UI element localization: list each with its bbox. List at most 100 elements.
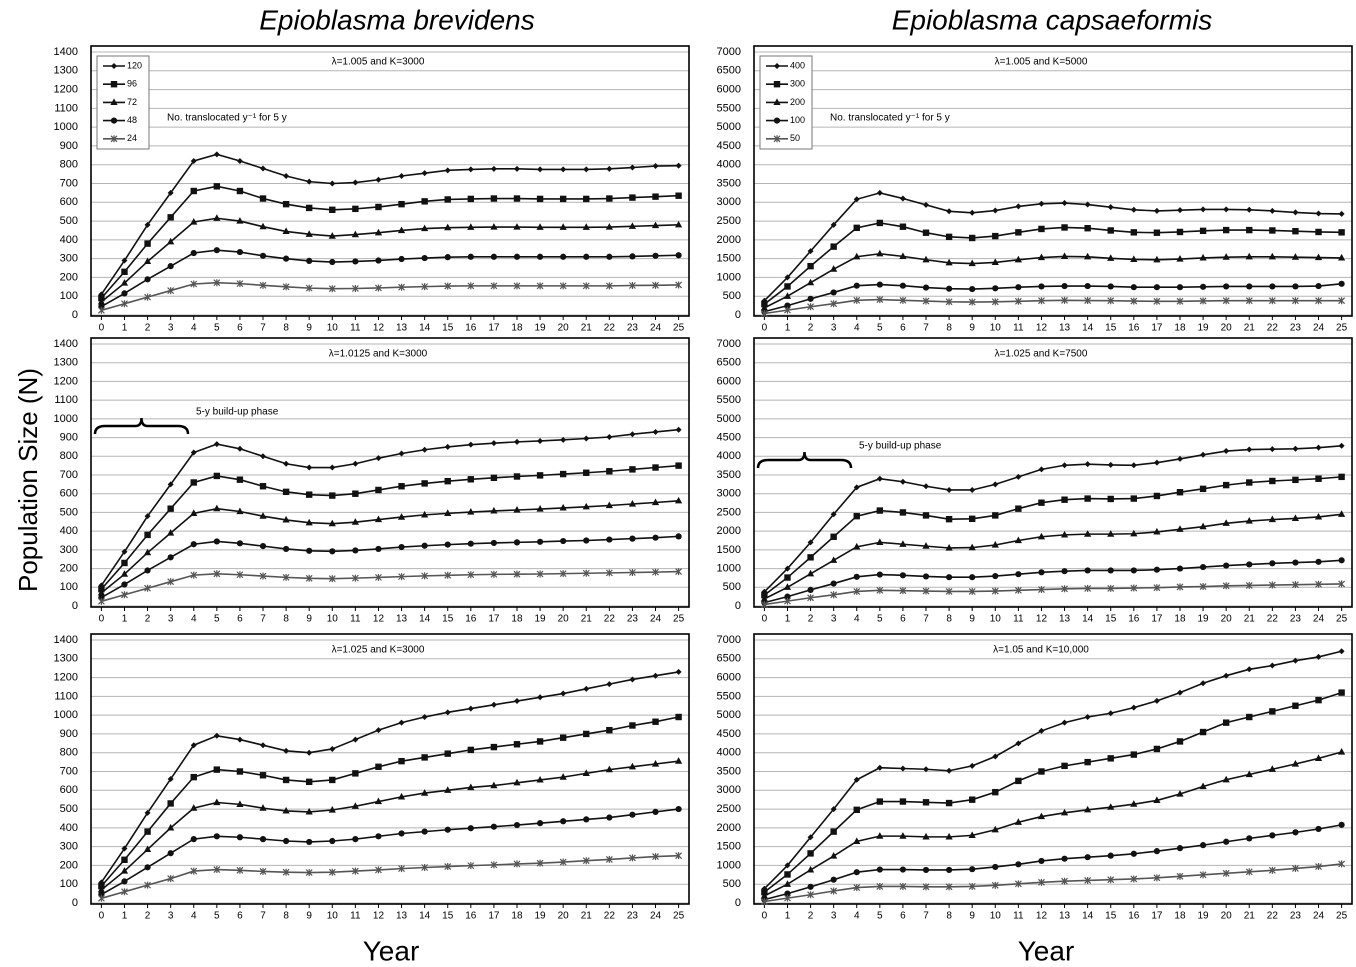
marker-circle xyxy=(1130,567,1137,574)
marker-square xyxy=(167,505,174,512)
x-tick-label: 25 xyxy=(1336,614,1348,625)
x-tick-label: 17 xyxy=(1151,323,1163,334)
marker-square xyxy=(1269,227,1276,234)
y-tick-label: 0 xyxy=(72,309,78,321)
marker-asterisk xyxy=(807,891,814,899)
marker-square xyxy=(830,533,837,540)
x-tick-label: 16 xyxy=(1128,911,1140,922)
marker-asterisk xyxy=(1222,297,1230,305)
marker-triangle xyxy=(1176,255,1184,262)
marker-asterisk xyxy=(97,597,105,605)
marker-square xyxy=(259,772,267,779)
marker-circle xyxy=(467,253,474,260)
marker-triangle xyxy=(1338,747,1346,755)
marker-triangle xyxy=(444,223,452,231)
marker-asterisk xyxy=(830,887,838,895)
marker-square xyxy=(421,480,428,487)
marker-triangle xyxy=(351,230,359,238)
marker-asterisk xyxy=(282,283,290,291)
marker-triangle xyxy=(899,540,907,547)
marker-square xyxy=(807,554,814,561)
marker-square xyxy=(1015,229,1022,236)
marker-diamond xyxy=(467,441,474,448)
x-tick-label: 5 xyxy=(877,911,883,922)
marker-circle xyxy=(375,833,382,840)
marker-asterisk xyxy=(1014,297,1022,305)
marker-triangle xyxy=(282,806,290,814)
marker-asterisk xyxy=(190,867,198,875)
marker-diamond xyxy=(1269,207,1276,214)
marker-circle xyxy=(1223,562,1230,569)
marker-circle xyxy=(1315,558,1322,565)
marker-triangle xyxy=(97,297,105,305)
x-tick-label: 7 xyxy=(260,911,266,922)
marker-triangle xyxy=(1314,512,1323,520)
marker-diamond xyxy=(167,776,174,783)
marker-square xyxy=(1038,499,1045,506)
marker-asterisk xyxy=(1038,878,1045,886)
x-tick-label: 18 xyxy=(1174,323,1186,334)
marker-triangle xyxy=(968,543,976,551)
marker-square xyxy=(490,195,498,202)
marker-triangle xyxy=(120,279,129,286)
x-tick-label: 0 xyxy=(99,323,105,334)
marker-square xyxy=(922,512,930,519)
marker-triangle xyxy=(397,792,406,800)
y-tick-label: 0 xyxy=(72,600,78,612)
marker-triangle xyxy=(444,786,452,793)
marker-circle xyxy=(675,533,682,540)
marker-circle xyxy=(969,866,976,873)
y-tick-label: 4500 xyxy=(717,140,741,152)
marker-triangle xyxy=(282,227,290,235)
marker-square xyxy=(375,486,382,494)
marker-triangle xyxy=(876,249,884,257)
marker-asterisk xyxy=(236,280,244,288)
marker-asterisk xyxy=(513,860,521,868)
series-line xyxy=(764,298,1342,315)
marker-triangle xyxy=(991,825,999,833)
marker-asterisk xyxy=(968,882,976,890)
y-tick-label: 1200 xyxy=(54,83,78,95)
x-tick-label: 6 xyxy=(237,323,243,334)
y-tick-label: 1200 xyxy=(54,375,78,387)
marker-square xyxy=(144,828,151,835)
marker-circle xyxy=(306,838,313,846)
marker-asterisk xyxy=(1176,583,1184,591)
marker-diamond xyxy=(969,209,976,216)
marker-asterisk xyxy=(305,574,313,582)
marker-circle xyxy=(606,814,613,821)
x-tick-label: 10 xyxy=(990,614,1002,625)
marker-triangle xyxy=(675,496,683,504)
marker-square xyxy=(444,477,451,485)
marker-diamond xyxy=(1038,727,1045,734)
marker-diamond xyxy=(144,513,151,520)
marker-triangle xyxy=(830,265,838,272)
x-tick-label: 10 xyxy=(990,323,1002,334)
series-line xyxy=(763,192,1342,302)
marker-triangle xyxy=(945,258,953,266)
marker-circle xyxy=(969,574,976,581)
marker-asterisk xyxy=(1245,581,1253,589)
x-tick-label: 12 xyxy=(1036,323,1048,334)
marker-asterisk xyxy=(375,284,382,292)
marker-square xyxy=(536,738,544,745)
marker-asterisk xyxy=(559,570,567,578)
x-tick-label: 11 xyxy=(1013,911,1024,922)
marker-diamond xyxy=(398,719,405,726)
marker-asterisk xyxy=(1199,297,1207,305)
phase-label: 5-y build-up phase xyxy=(859,441,942,452)
marker-circle xyxy=(283,837,290,845)
marker-circle xyxy=(853,573,860,580)
marker-square xyxy=(375,203,382,211)
marker-square xyxy=(807,262,814,270)
marker-circle xyxy=(536,820,544,827)
marker-asterisk xyxy=(876,296,884,304)
marker-square xyxy=(236,187,244,195)
y-tick-label: 300 xyxy=(60,253,78,265)
marker-circle xyxy=(121,581,128,588)
marker-circle xyxy=(1107,567,1114,574)
marker-triangle xyxy=(945,543,953,551)
marker-square xyxy=(773,81,781,88)
marker-asterisk xyxy=(1084,584,1092,592)
marker-square xyxy=(606,195,613,202)
